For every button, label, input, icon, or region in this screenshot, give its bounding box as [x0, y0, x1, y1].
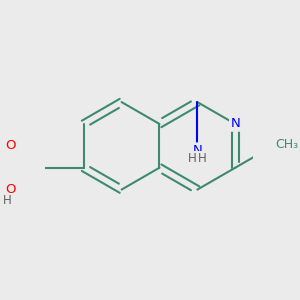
- Text: H: H: [3, 194, 12, 207]
- Text: O: O: [5, 183, 16, 196]
- Text: H: H: [198, 152, 207, 165]
- Text: N: N: [193, 144, 202, 157]
- Text: N: N: [230, 118, 240, 130]
- Text: O: O: [5, 139, 16, 152]
- Text: CH₃: CH₃: [275, 138, 298, 151]
- Text: H: H: [188, 152, 197, 165]
